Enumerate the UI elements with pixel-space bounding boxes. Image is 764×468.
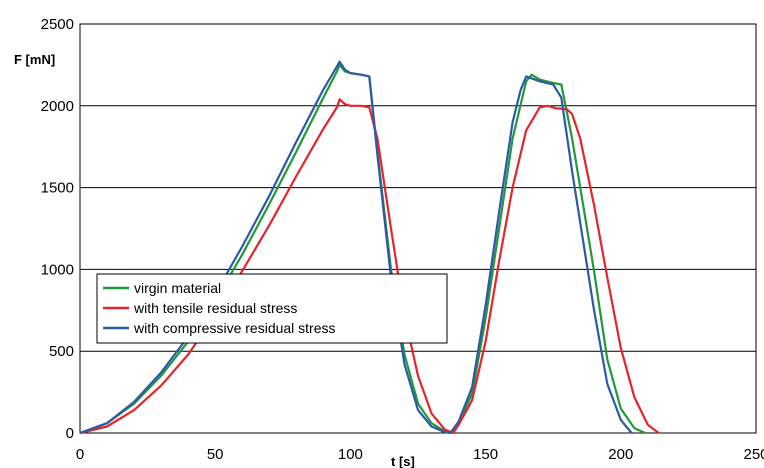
plot-area: [79, 23, 757, 434]
legend: virgin material with tensile residual str…: [96, 273, 448, 344]
legend-label-1: with tensile residual stress: [133, 300, 297, 316]
x-tick-label-2: 100: [338, 446, 363, 463]
y-tick-label-2: 1000: [41, 261, 74, 278]
y-tick-label-4: 2000: [41, 98, 74, 115]
y-axis-title: F [mN]: [14, 52, 55, 67]
x-tick-label-1: 50: [207, 446, 224, 463]
x-tick-label-3: 150: [473, 446, 498, 463]
x-axis-title: t [s]: [391, 454, 415, 468]
legend-box: [96, 273, 448, 344]
y-tick-label-3: 1500: [41, 180, 74, 197]
tick-labels: 0 500 1000 1500 2000 2500 0 50 100 150 200 250: [41, 16, 764, 463]
legend-label-0: virgin material: [134, 280, 221, 296]
y-tick-label-1: 500: [49, 343, 74, 360]
y-tick-label-0: 0: [66, 425, 74, 442]
x-tick-label-0: 0: [76, 446, 84, 463]
series-line-0: [79, 63, 646, 435]
x-tick-label-4: 200: [608, 446, 633, 463]
series-layer: [79, 60, 660, 435]
legend-label-2: with compressive residual stress: [133, 320, 336, 336]
y-tick-label-5: 2500: [41, 16, 74, 33]
x-tick-label-5: 250: [743, 446, 764, 463]
series-line-1: [79, 98, 660, 435]
series-line-2: [79, 60, 633, 435]
gridlines: [80, 105, 756, 352]
